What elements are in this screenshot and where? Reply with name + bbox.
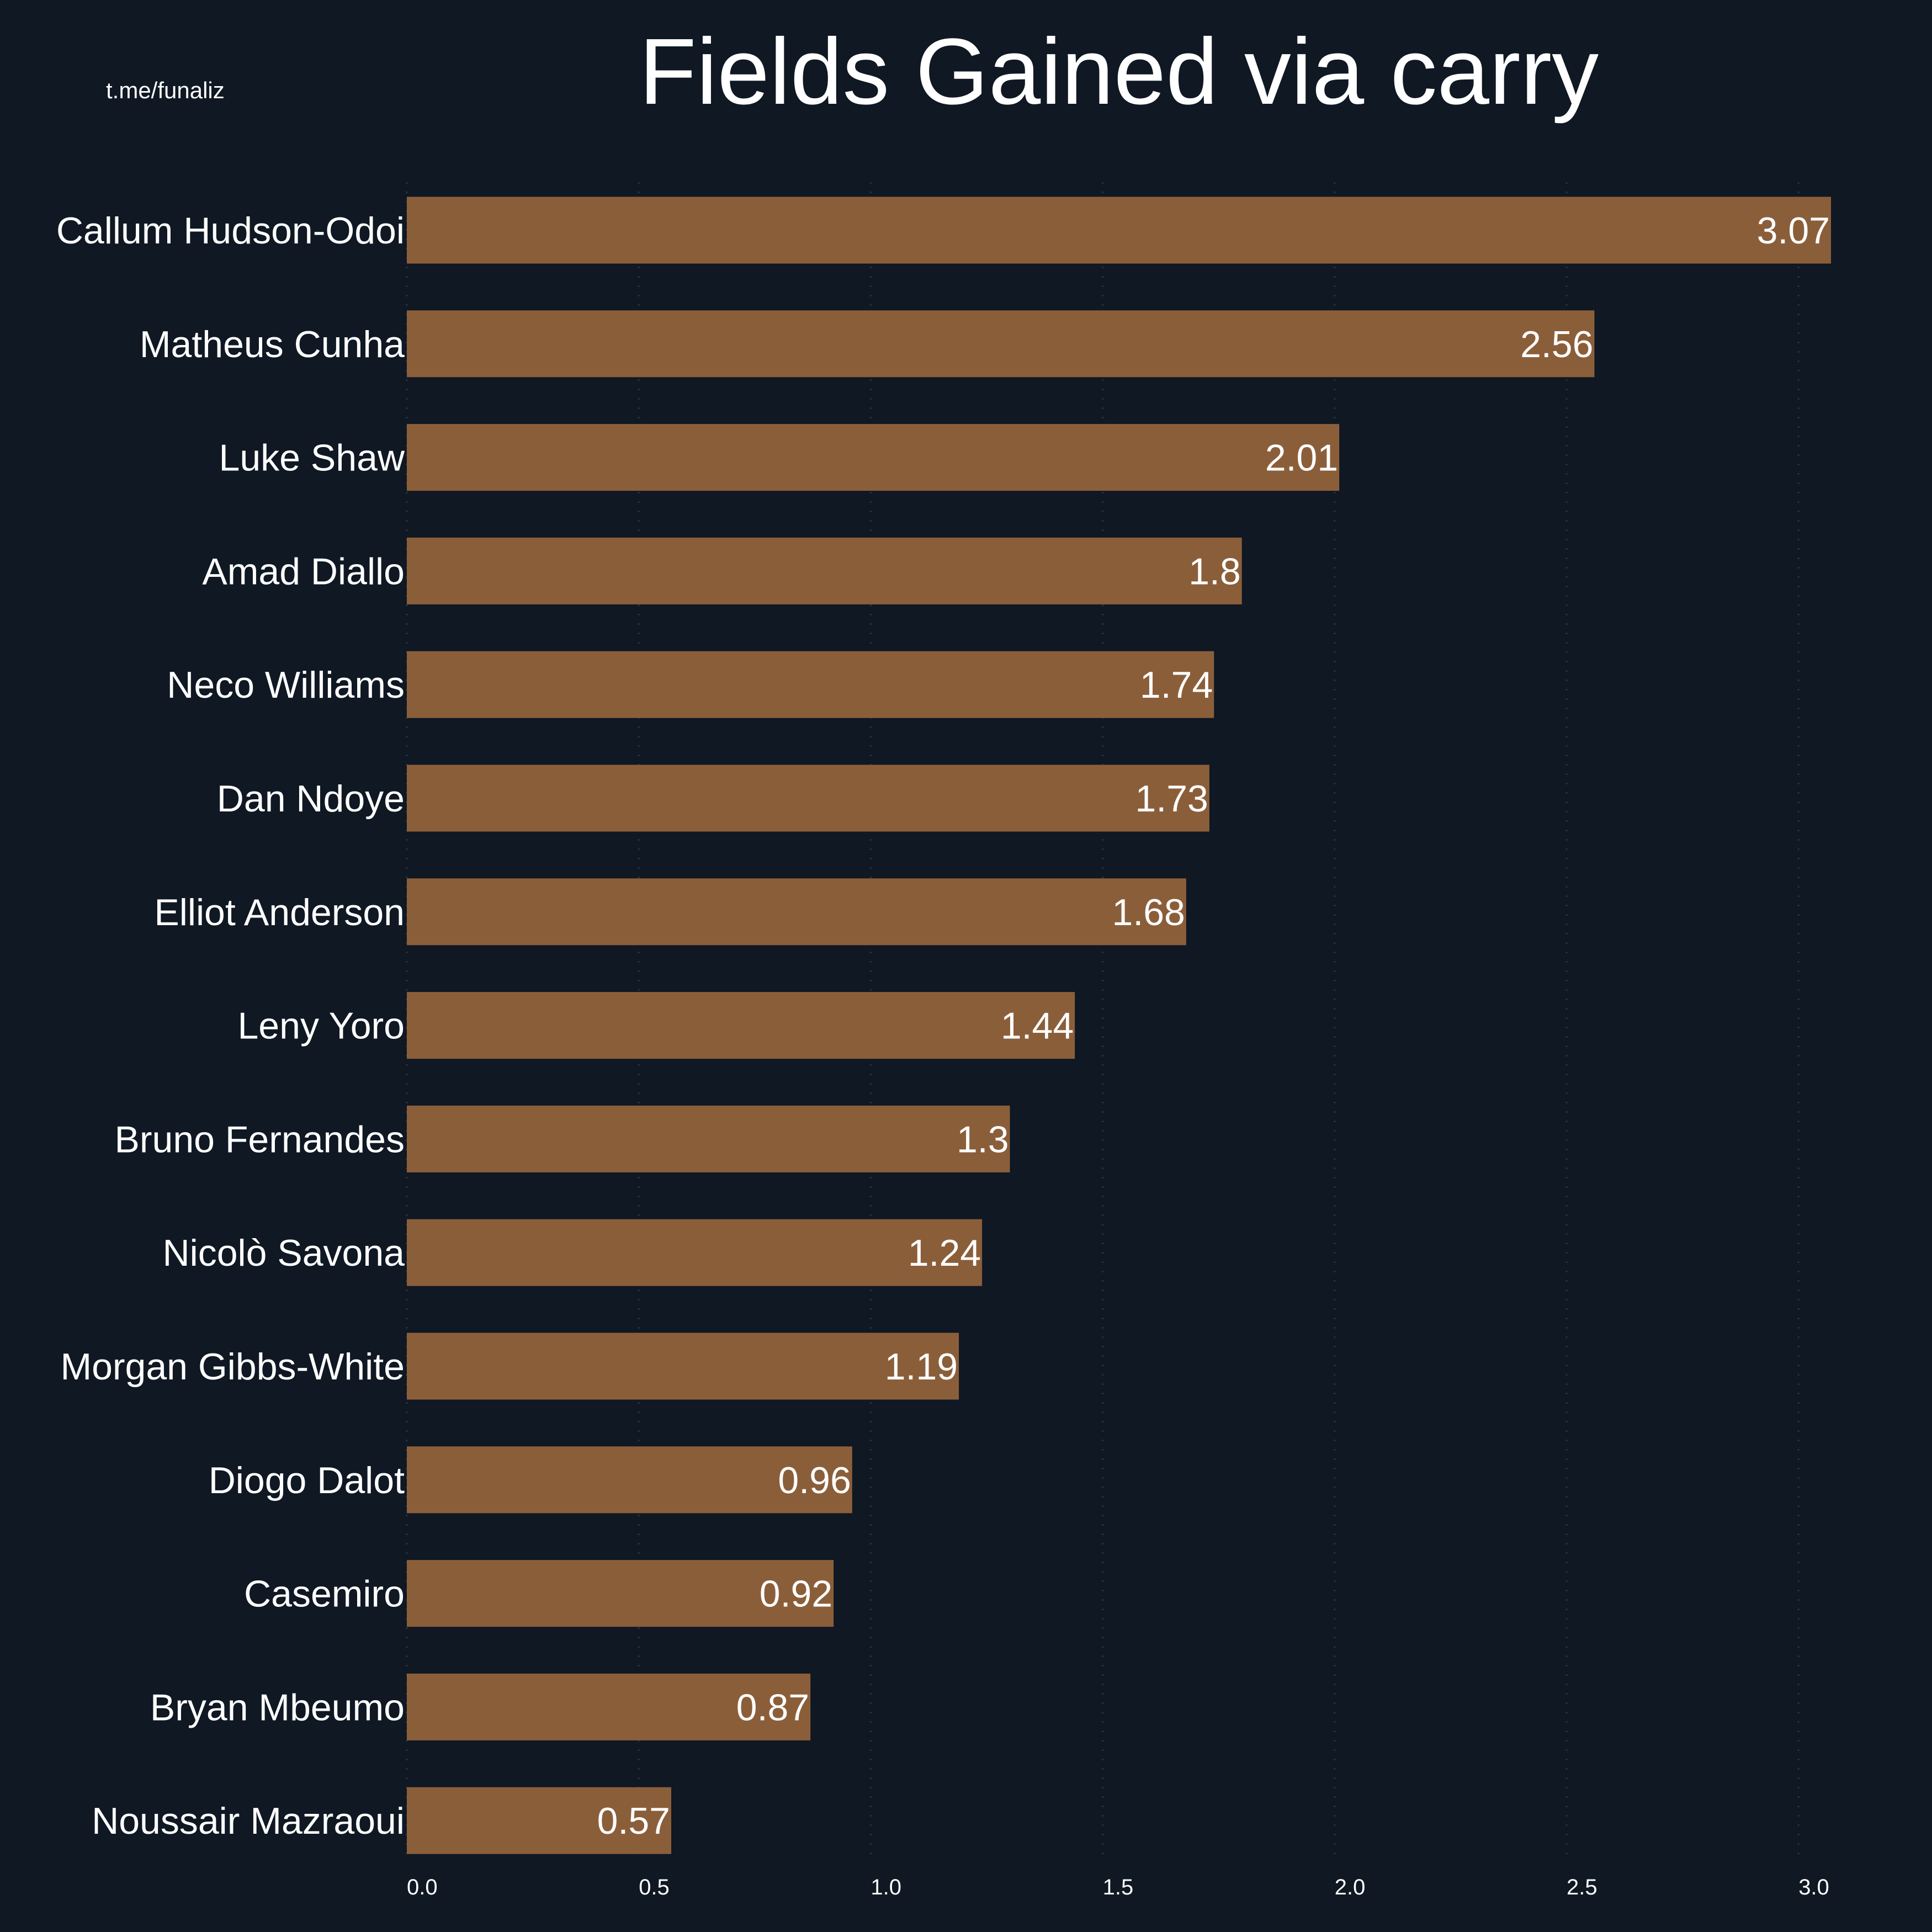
bar xyxy=(407,424,1340,491)
bar xyxy=(407,992,1075,1059)
bar xyxy=(407,310,1595,378)
x-tick-label: 2.5 xyxy=(1567,1875,1597,1899)
category-label: Morgan Gibbs-White xyxy=(60,1346,405,1388)
bar xyxy=(407,878,1186,946)
bar xyxy=(407,1560,834,1627)
category-label: Nicolò Savona xyxy=(163,1232,405,1274)
value-label: 1.8 xyxy=(1188,550,1241,592)
category-label: Leny Yoro xyxy=(237,1005,405,1047)
x-tick-label: 3.0 xyxy=(1798,1875,1829,1899)
value-label: 0.57 xyxy=(597,1800,670,1842)
value-label: 0.87 xyxy=(736,1686,809,1728)
watermark: t.me/funaliz xyxy=(106,77,225,103)
value-label: 1.19 xyxy=(885,1346,958,1388)
value-label: 3.07 xyxy=(1757,210,1830,252)
category-label: Elliot Anderson xyxy=(154,891,405,933)
value-label: 1.3 xyxy=(957,1118,1009,1160)
x-tick-label: 0.0 xyxy=(407,1875,438,1899)
category-label: Neco Williams xyxy=(167,664,405,706)
bar xyxy=(407,1333,959,1400)
bar xyxy=(407,1673,811,1740)
bar xyxy=(407,1105,1010,1172)
value-label: 1.24 xyxy=(908,1232,981,1274)
value-label: 1.74 xyxy=(1140,664,1213,706)
category-label: Callum Hudson-Odoi xyxy=(56,210,405,252)
x-tick-label: 1.0 xyxy=(871,1875,901,1899)
x-tick-label: 0.5 xyxy=(639,1875,670,1899)
value-label: 0.92 xyxy=(760,1573,832,1615)
bar xyxy=(407,1219,983,1286)
category-label: Diogo Dalot xyxy=(209,1459,405,1501)
category-label: Bryan Mbeumo xyxy=(150,1686,405,1728)
bar xyxy=(407,197,1832,264)
bar xyxy=(407,651,1214,718)
chart-title: Fields Gained via carry xyxy=(639,19,1599,124)
x-tick-label: 2.0 xyxy=(1335,1875,1366,1899)
value-label: 1.68 xyxy=(1112,891,1185,933)
bar xyxy=(407,765,1209,832)
bar xyxy=(407,1446,852,1514)
value-label: 0.96 xyxy=(778,1459,851,1501)
category-label: Bruno Fernandes xyxy=(115,1118,405,1160)
category-label: Noussair Mazraoui xyxy=(92,1800,405,1842)
value-label: 1.44 xyxy=(1001,1005,1074,1047)
value-label: 2.56 xyxy=(1520,323,1593,365)
category-label: Casemiro xyxy=(244,1573,405,1615)
category-label: Dan Ndoye xyxy=(217,778,405,820)
category-label: Luke Shaw xyxy=(219,437,405,479)
category-label: Amad Diallo xyxy=(202,550,405,592)
x-tick-label: 1.5 xyxy=(1103,1875,1134,1899)
bar xyxy=(407,537,1242,604)
bar xyxy=(407,1787,672,1854)
value-label: 2.01 xyxy=(1265,437,1338,479)
value-label: 1.73 xyxy=(1135,778,1208,820)
category-label: Matheus Cunha xyxy=(140,323,405,365)
